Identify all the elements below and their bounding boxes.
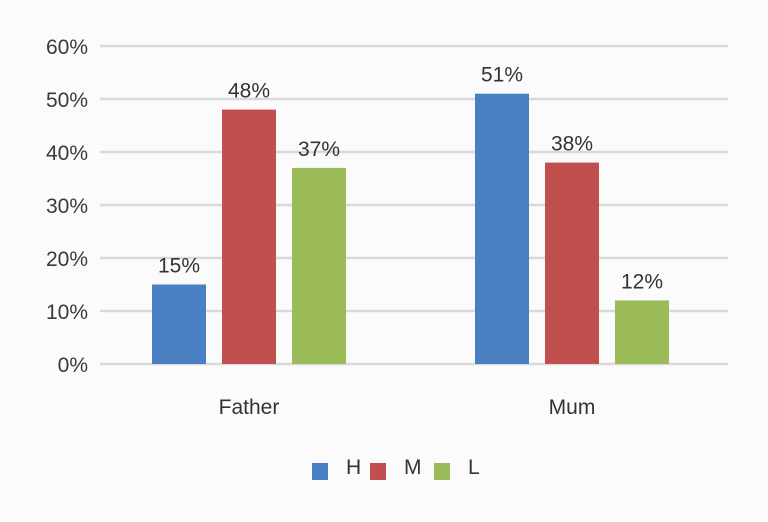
y-tick-label: 0% [58,354,88,377]
legend-label: M [404,456,422,479]
y-axis-tick-labels: 0% 10% 20% 30% 40% 50% 60% [46,36,88,377]
data-label: 37% [298,138,340,161]
legend-label: H [346,456,361,479]
legend-label: L [468,456,480,479]
legend-swatch [370,463,386,480]
data-label: 51% [481,64,523,87]
data-label: 12% [621,270,663,293]
bars [152,93,669,364]
legend-swatch [434,463,450,480]
bar-l-father [292,167,346,364]
data-labels: 15% 48% 37% 51% 38% 12% [158,64,663,294]
y-tick-label: 60% [46,36,88,59]
bar-m-father [222,109,276,364]
data-label: 48% [228,80,270,103]
bar-h-mum [475,93,529,364]
y-tick-label: 50% [46,89,88,112]
y-tick-label: 20% [46,248,88,271]
x-tick-label: Mum [549,396,596,419]
legend-swatch [312,463,328,480]
bar-l-mum [615,300,669,364]
y-tick-label: 40% [46,142,88,165]
data-label: 38% [551,133,593,156]
data-label: 15% [158,255,200,278]
bar-m-mum [545,162,599,364]
x-axis-tick-labels: Father Mum [219,396,596,419]
bar-h-father [152,284,206,364]
y-tick-label: 10% [46,301,88,324]
y-tick-label: 30% [46,195,88,218]
x-tick-label: Father [219,396,280,419]
